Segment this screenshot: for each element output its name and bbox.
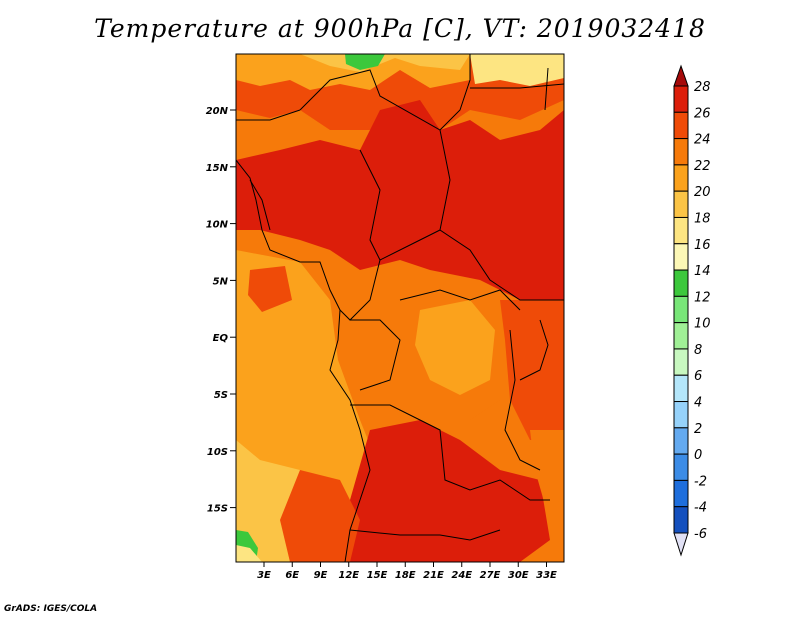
border-drc-north [399, 289, 521, 311]
lat-tick-label: 5N [213, 276, 229, 287]
lat-tick-label: 15S [207, 504, 228, 515]
colorbar-label: -2 [694, 474, 707, 489]
field-yellow-southwest [236, 545, 262, 562]
colorbar-label: 20 [694, 185, 711, 200]
colorbar-label: 12 [694, 290, 711, 305]
colorbar-label: 18 [694, 211, 711, 226]
temperature-field [236, 54, 564, 562]
colorbar-swatch [673, 506, 689, 534]
colorbar-swatch [673, 164, 689, 192]
border-westafrica [249, 179, 271, 231]
lon-tick-label: 3E [257, 570, 271, 581]
field-green-north [345, 54, 385, 70]
colorbar-swatch [673, 243, 689, 271]
latitude-axis: 20N 15N 10N 5N EQ 5S 10S 15S [206, 106, 236, 515]
map-frame [235, 53, 565, 563]
lat-tick-label: EQ [213, 333, 229, 344]
lon-tick-label: 27E [480, 570, 501, 581]
border-congo [350, 319, 401, 391]
lon-tick-label: 9E [314, 570, 328, 581]
lon-tick-label: 18E [395, 570, 416, 581]
border-sudan [439, 129, 564, 301]
lon-tick-label: 30E [508, 570, 529, 581]
colorbar-swatch [673, 427, 689, 455]
field-north-yellow [300, 54, 470, 72]
colorbar-label: 28 [694, 80, 711, 95]
lon-tick-label: 21E [423, 570, 444, 581]
colorbar-swatch [673, 322, 689, 350]
colorbar-label: 8 [694, 343, 702, 358]
colorbar-label: -4 [694, 501, 707, 516]
lat-tick-label: 10S [207, 447, 228, 458]
colorbar-label: 0 [694, 448, 702, 463]
colorbar-label: 22 [694, 159, 711, 174]
colorbar-label: 14 [694, 264, 711, 279]
border-redsea [544, 67, 549, 111]
colorbar-swatch [673, 111, 689, 140]
colorbar-top-arrow [673, 64, 689, 87]
border-angola [350, 404, 550, 501]
colorbar-swatch [673, 453, 689, 481]
field-east-orange [530, 430, 564, 505]
lat-tick-label: 15N [206, 163, 229, 174]
grads-credit: GrADS: IGES/COLA [4, 604, 98, 614]
field-gulf-pocket [248, 266, 292, 312]
colorbar-swatch [673, 269, 689, 297]
colorbar-label: 26 [694, 106, 711, 121]
colorbar-swatch [673, 348, 689, 376]
longitude-axis: 3E 6E 9E 12E 15E 18E 21E 24E 27E 30E 33E [257, 562, 557, 581]
lon-tick-label: 12E [338, 570, 359, 581]
lon-tick-label: 33E [536, 570, 557, 581]
borders [236, 54, 564, 562]
field-south-hot [340, 420, 550, 562]
lake-victoria [519, 319, 549, 381]
border-north-2 [236, 109, 301, 121]
colorbar-label: 10 [694, 317, 711, 332]
colorbar-swatch [673, 138, 689, 166]
colorbar-swatch [673, 295, 689, 324]
colorbar-swatch [673, 374, 689, 403]
lon-tick-label: 24E [451, 570, 472, 581]
lon-tick-label: 6E [285, 570, 299, 581]
lat-tick-label: 20N [206, 106, 229, 117]
colorbar-label: 6 [694, 369, 702, 384]
colorbar-label: 4 [694, 396, 702, 411]
chart-title: Temperature at 900hPa [C], VT: 201903241… [94, 14, 706, 43]
lon-tick-label: 15E [367, 570, 388, 581]
colorbar-swatch [673, 216, 689, 245]
lat-tick-label: 10N [206, 220, 229, 231]
colorbar-label: -6 [694, 527, 707, 542]
border-northeast [470, 83, 564, 89]
field-hot-belt [236, 100, 564, 300]
field-northeast-yellow [470, 54, 564, 86]
border-north-1 [299, 54, 471, 131]
colorbar-label: 2 [694, 422, 702, 437]
field-east-warm [500, 300, 564, 440]
border-car-north [379, 229, 441, 261]
colorbar-bottom-arrow [673, 532, 689, 557]
colorbar-label: 24 [694, 133, 711, 148]
border-south [349, 529, 501, 541]
colorbar-label: 16 [694, 238, 711, 253]
border-east-lakes [504, 329, 541, 471]
field-congo-light [415, 300, 495, 395]
field-southwest-warm [280, 470, 360, 562]
colorbar-swatch [673, 85, 689, 113]
border-chad-west [359, 149, 381, 261]
colorbar-swatch [673, 190, 689, 218]
colorbar-swatch [673, 401, 689, 429]
colorbar-swatch [673, 479, 689, 508]
lat-tick-label: 5S [214, 390, 228, 401]
border-cameroon [339, 259, 381, 321]
